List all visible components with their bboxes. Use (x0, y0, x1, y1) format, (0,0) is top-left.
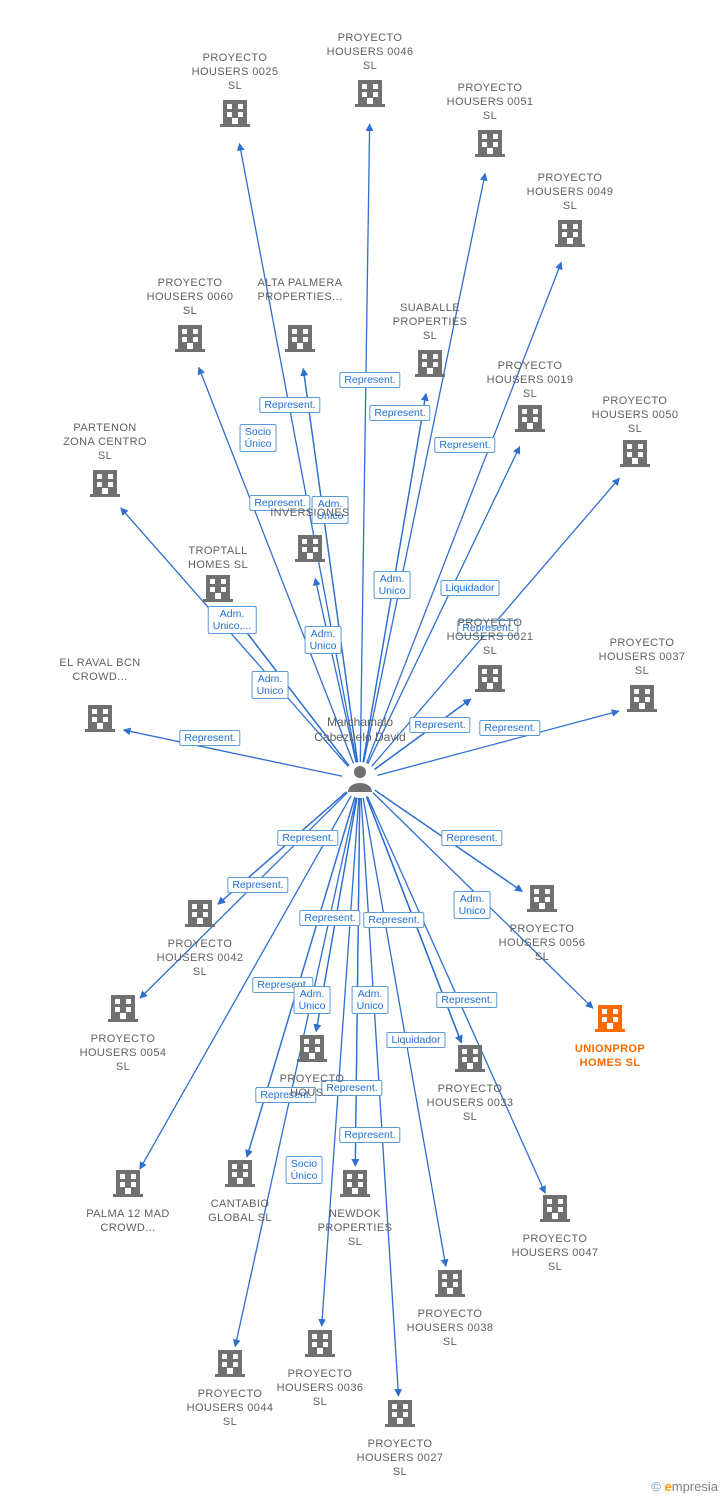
brand-e: e (665, 1479, 672, 1494)
brand-rest: mpresia (672, 1479, 718, 1494)
edge-line (364, 174, 486, 763)
building-icon[interactable] (355, 80, 385, 107)
edge-line (377, 711, 618, 775)
edge-line (360, 124, 369, 762)
edge-line (375, 699, 471, 769)
building-icon[interactable] (415, 350, 445, 377)
edge-line (140, 793, 347, 998)
building-icon[interactable] (527, 885, 557, 912)
edge-line (233, 614, 349, 766)
building-icon[interactable] (90, 470, 120, 497)
building-icon[interactable] (113, 1170, 143, 1197)
building-icon[interactable] (295, 535, 325, 562)
edge-line (361, 798, 398, 1396)
building-icon[interactable] (297, 1035, 327, 1062)
building-icon[interactable] (620, 440, 650, 467)
building-icon[interactable] (385, 1400, 415, 1427)
edge-line (247, 797, 355, 1157)
building-icon[interactable] (475, 665, 505, 692)
edge-line (367, 262, 562, 763)
building-icon[interactable] (540, 1195, 570, 1222)
building-icon[interactable] (340, 1170, 370, 1197)
building-icon[interactable] (515, 405, 545, 432)
building-icon[interactable] (203, 575, 233, 602)
building-icon[interactable] (220, 100, 250, 127)
building-icon[interactable] (285, 325, 315, 352)
copyright-symbol: © (651, 1479, 661, 1494)
building-icon[interactable] (555, 220, 585, 247)
building-icon[interactable] (215, 1350, 245, 1377)
building-icon[interactable] (475, 130, 505, 157)
edge-line (123, 730, 342, 776)
person-icon[interactable] (348, 766, 372, 792)
edge-line (367, 796, 545, 1193)
diagram-canvas (0, 0, 728, 1500)
building-icon[interactable] (225, 1160, 255, 1187)
edge-line (140, 796, 351, 1169)
edge-line (239, 144, 356, 763)
building-icon[interactable] (85, 705, 115, 732)
building-icon[interactable] (627, 685, 657, 712)
building-icon[interactable] (108, 995, 138, 1022)
building-icon[interactable] (305, 1330, 335, 1357)
edge-line (322, 798, 359, 1326)
edge-line (235, 798, 356, 1347)
building-icon[interactable] (175, 325, 205, 352)
edge-line (372, 478, 620, 766)
footer-brand: © empresia (651, 1479, 718, 1494)
building-icon[interactable] (595, 1005, 625, 1032)
building-icon[interactable] (435, 1270, 465, 1297)
edge-line (355, 798, 359, 1166)
building-icon[interactable] (185, 900, 215, 927)
building-icon[interactable] (455, 1045, 485, 1072)
edge-line (368, 447, 520, 764)
